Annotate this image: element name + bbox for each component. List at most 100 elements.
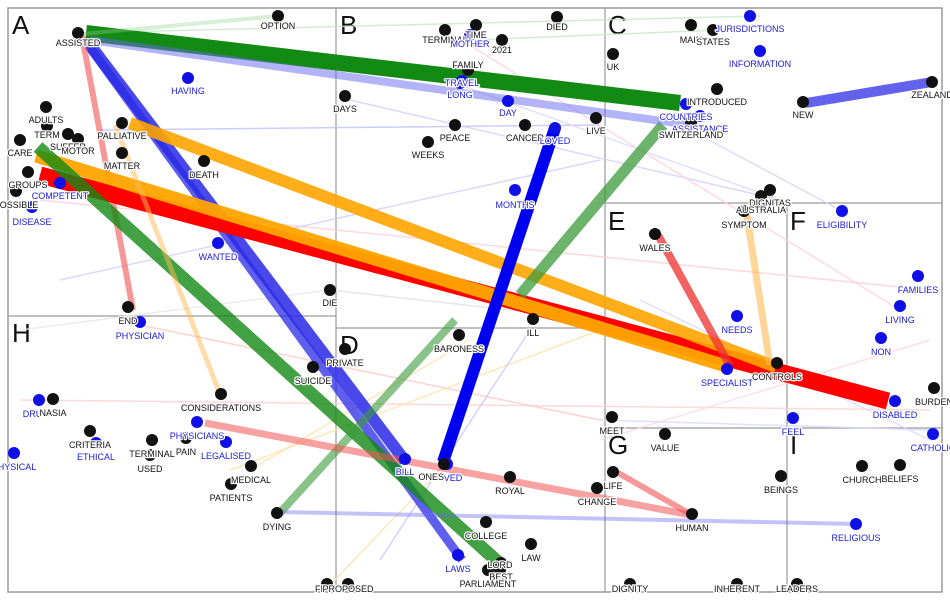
region-letter-g: G bbox=[608, 430, 628, 460]
node-label-medical: MEDICAL bbox=[231, 475, 271, 485]
node-main bbox=[685, 19, 697, 31]
node-information bbox=[754, 45, 766, 57]
node-label-wales: WALES bbox=[639, 243, 670, 253]
node-specialist bbox=[721, 363, 733, 375]
node-label-dignitas: DIGNITAS bbox=[749, 198, 791, 208]
node-label-palliative: PALLIATIVE bbox=[97, 131, 146, 141]
node-label-parliament: PARLIAMENT bbox=[460, 579, 517, 589]
background-edge bbox=[139, 324, 601, 421]
node-human bbox=[686, 508, 698, 520]
node-label-loved: LOVED bbox=[432, 473, 463, 483]
node-label-wanted: WANTED bbox=[199, 252, 238, 262]
node-wales bbox=[649, 228, 661, 240]
node-label-end: END bbox=[118, 316, 138, 326]
node-criteria bbox=[84, 425, 96, 437]
node-religious bbox=[850, 518, 862, 530]
edge-assisted-option bbox=[81, 14, 279, 36]
node-label-terminal: TERMINAL bbox=[422, 35, 468, 45]
region-letter-c: C bbox=[608, 10, 627, 40]
node-label-adults: ADULTS bbox=[29, 115, 64, 125]
node-label-pain: PAIN bbox=[176, 447, 196, 457]
node-medical bbox=[245, 460, 257, 472]
node-cancer bbox=[519, 119, 531, 131]
node-label-zealand: ZEALAND bbox=[911, 90, 950, 100]
node-college bbox=[480, 516, 492, 528]
node-label-died: DIED bbox=[546, 22, 568, 32]
node-care bbox=[14, 134, 26, 146]
node-label-suffer: SUFFER bbox=[50, 142, 87, 152]
node-label-criteria: CRITERIA bbox=[69, 440, 111, 450]
node-label-months: MONTHS bbox=[496, 200, 535, 210]
node-patients bbox=[225, 478, 237, 490]
node-label-information: INFORMATION bbox=[729, 59, 791, 69]
background-edge bbox=[77, 15, 761, 34]
node-considerations bbox=[215, 388, 227, 400]
node-label-legalised: LEGALISED bbox=[201, 451, 252, 461]
node-label-feel: FEEL bbox=[782, 427, 805, 437]
background-edge bbox=[599, 339, 931, 441]
edge-life-human bbox=[611, 467, 694, 518]
edge-loved-ones bbox=[437, 126, 561, 464]
node-label-patients: PATIENTS bbox=[210, 493, 253, 503]
node-states bbox=[707, 24, 719, 36]
node-beings bbox=[775, 470, 787, 482]
node-label-church: CHURCH bbox=[843, 475, 882, 485]
node-label-controls: CONTROLS bbox=[752, 372, 802, 382]
edge-palliative-dying bbox=[112, 124, 223, 395]
node-physical bbox=[8, 447, 20, 459]
node-label-human: HUMAN bbox=[676, 523, 709, 533]
node-label-possible: POSSIBLE bbox=[0, 200, 38, 210]
node-label-jurisdictions: JURISDICTIONS bbox=[715, 24, 784, 34]
node-church bbox=[856, 460, 868, 472]
node-catholic bbox=[927, 428, 939, 440]
node-symptom bbox=[738, 205, 750, 217]
node-physicians bbox=[191, 416, 203, 428]
node-label-eligibility: ELIGIBILITY bbox=[817, 220, 868, 230]
node-beliefs bbox=[894, 459, 906, 471]
node-peace bbox=[449, 119, 461, 131]
node-private bbox=[339, 343, 351, 355]
node-label-college: COLLEGE bbox=[465, 531, 508, 541]
region-letter-a: A bbox=[12, 10, 30, 40]
node-label-australia: AUSTRALIA bbox=[736, 205, 786, 215]
node-label-care: CARE bbox=[7, 148, 32, 158]
node-physician bbox=[134, 316, 146, 328]
node-introduced bbox=[711, 83, 723, 95]
node-laws bbox=[452, 549, 464, 561]
node-australia bbox=[755, 190, 767, 202]
node-ones bbox=[438, 458, 450, 470]
node-new bbox=[797, 96, 809, 108]
node-label-uk: UK bbox=[607, 62, 620, 72]
node-2021 bbox=[496, 34, 508, 46]
node-label-introduced: INTRODUCED bbox=[687, 97, 747, 107]
node-label-needs: NEEDS bbox=[721, 325, 752, 335]
background-edge bbox=[59, 159, 601, 281]
node-label-drugs: DRUGS bbox=[23, 409, 56, 419]
node-having bbox=[182, 72, 194, 84]
node-label-competent: COMPETENT bbox=[32, 191, 89, 201]
node-label-meet: MEET bbox=[599, 426, 625, 436]
node-label-main: MAIN bbox=[680, 35, 703, 45]
node-jurisdictions bbox=[744, 10, 756, 22]
node-uk bbox=[607, 48, 619, 60]
region-letter-i: I bbox=[790, 430, 797, 460]
edge-dying-religious bbox=[279, 510, 857, 526]
node-burden bbox=[928, 382, 940, 394]
node-option bbox=[272, 10, 284, 22]
background-edge bbox=[599, 419, 931, 431]
node-label-suicide: SUICIDE bbox=[295, 376, 332, 386]
node-label-death: DEATH bbox=[189, 170, 219, 180]
node-label-families: FAMILIES bbox=[898, 285, 939, 295]
node-label-ones: ONES bbox=[418, 472, 444, 482]
node-used bbox=[144, 449, 156, 461]
edge-care-specialist bbox=[34, 149, 728, 373]
node-needs bbox=[731, 310, 743, 322]
node-death bbox=[198, 155, 210, 167]
node-died bbox=[551, 11, 563, 23]
node-label-beliefs: BELIEFS bbox=[881, 474, 918, 484]
node-switzerland bbox=[685, 116, 697, 128]
node-adults bbox=[40, 101, 52, 113]
diagram-frame bbox=[7, 7, 943, 593]
node-label-groups: GROUPS bbox=[8, 180, 47, 190]
